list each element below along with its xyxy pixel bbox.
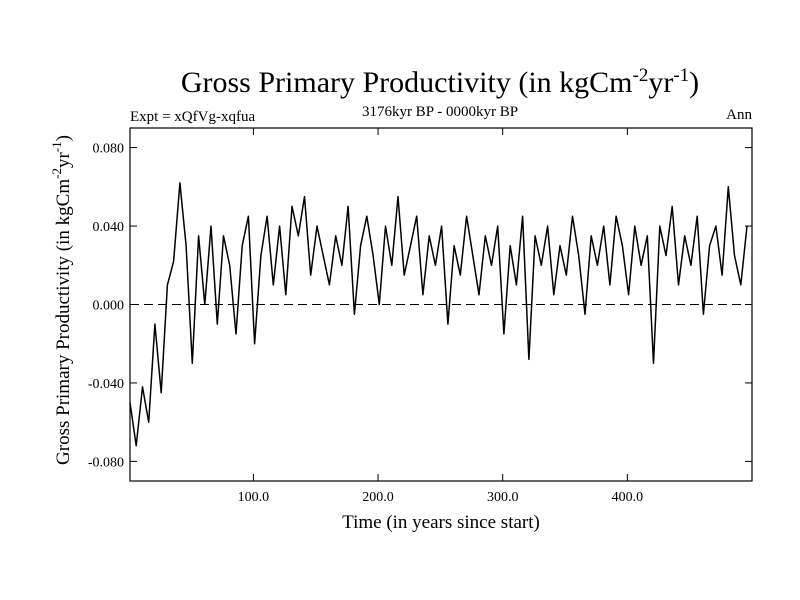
y-tick-label: -0.080 bbox=[88, 455, 124, 470]
y-axis-label: Gross Primary Productivity (in kgCm-2yr-… bbox=[49, 135, 74, 465]
experiment-label: Expt = xQfVg-xqfua bbox=[130, 109, 255, 125]
season-label: Ann bbox=[726, 107, 752, 123]
y-ticks: -0.080 -0.040 0.000 0.040 0.080 bbox=[88, 142, 752, 470]
y-tick-label: 0.040 bbox=[93, 220, 125, 235]
chart-title: Gross Primary Productivity (in kgCm-2yr-… bbox=[181, 65, 699, 99]
x-axis-label: Time (in years since start) bbox=[342, 512, 540, 533]
x-tick-label: 200.0 bbox=[362, 490, 394, 505]
period-label: 3176kyr BP - 0000kyr BP bbox=[362, 104, 518, 120]
x-ticks: 100.0 200.0 300.0 400.0 bbox=[238, 128, 643, 505]
x-tick-label: 100.0 bbox=[238, 490, 270, 505]
y-tick-label: -0.040 bbox=[88, 377, 124, 392]
series-line-0 bbox=[129, 182, 748, 447]
y-tick-label: 0.080 bbox=[93, 142, 125, 157]
x-tick-label: 400.0 bbox=[612, 490, 644, 505]
series-group bbox=[129, 182, 748, 447]
y-tick-label: 0.000 bbox=[93, 299, 125, 314]
x-tick-label: 300.0 bbox=[487, 490, 519, 505]
